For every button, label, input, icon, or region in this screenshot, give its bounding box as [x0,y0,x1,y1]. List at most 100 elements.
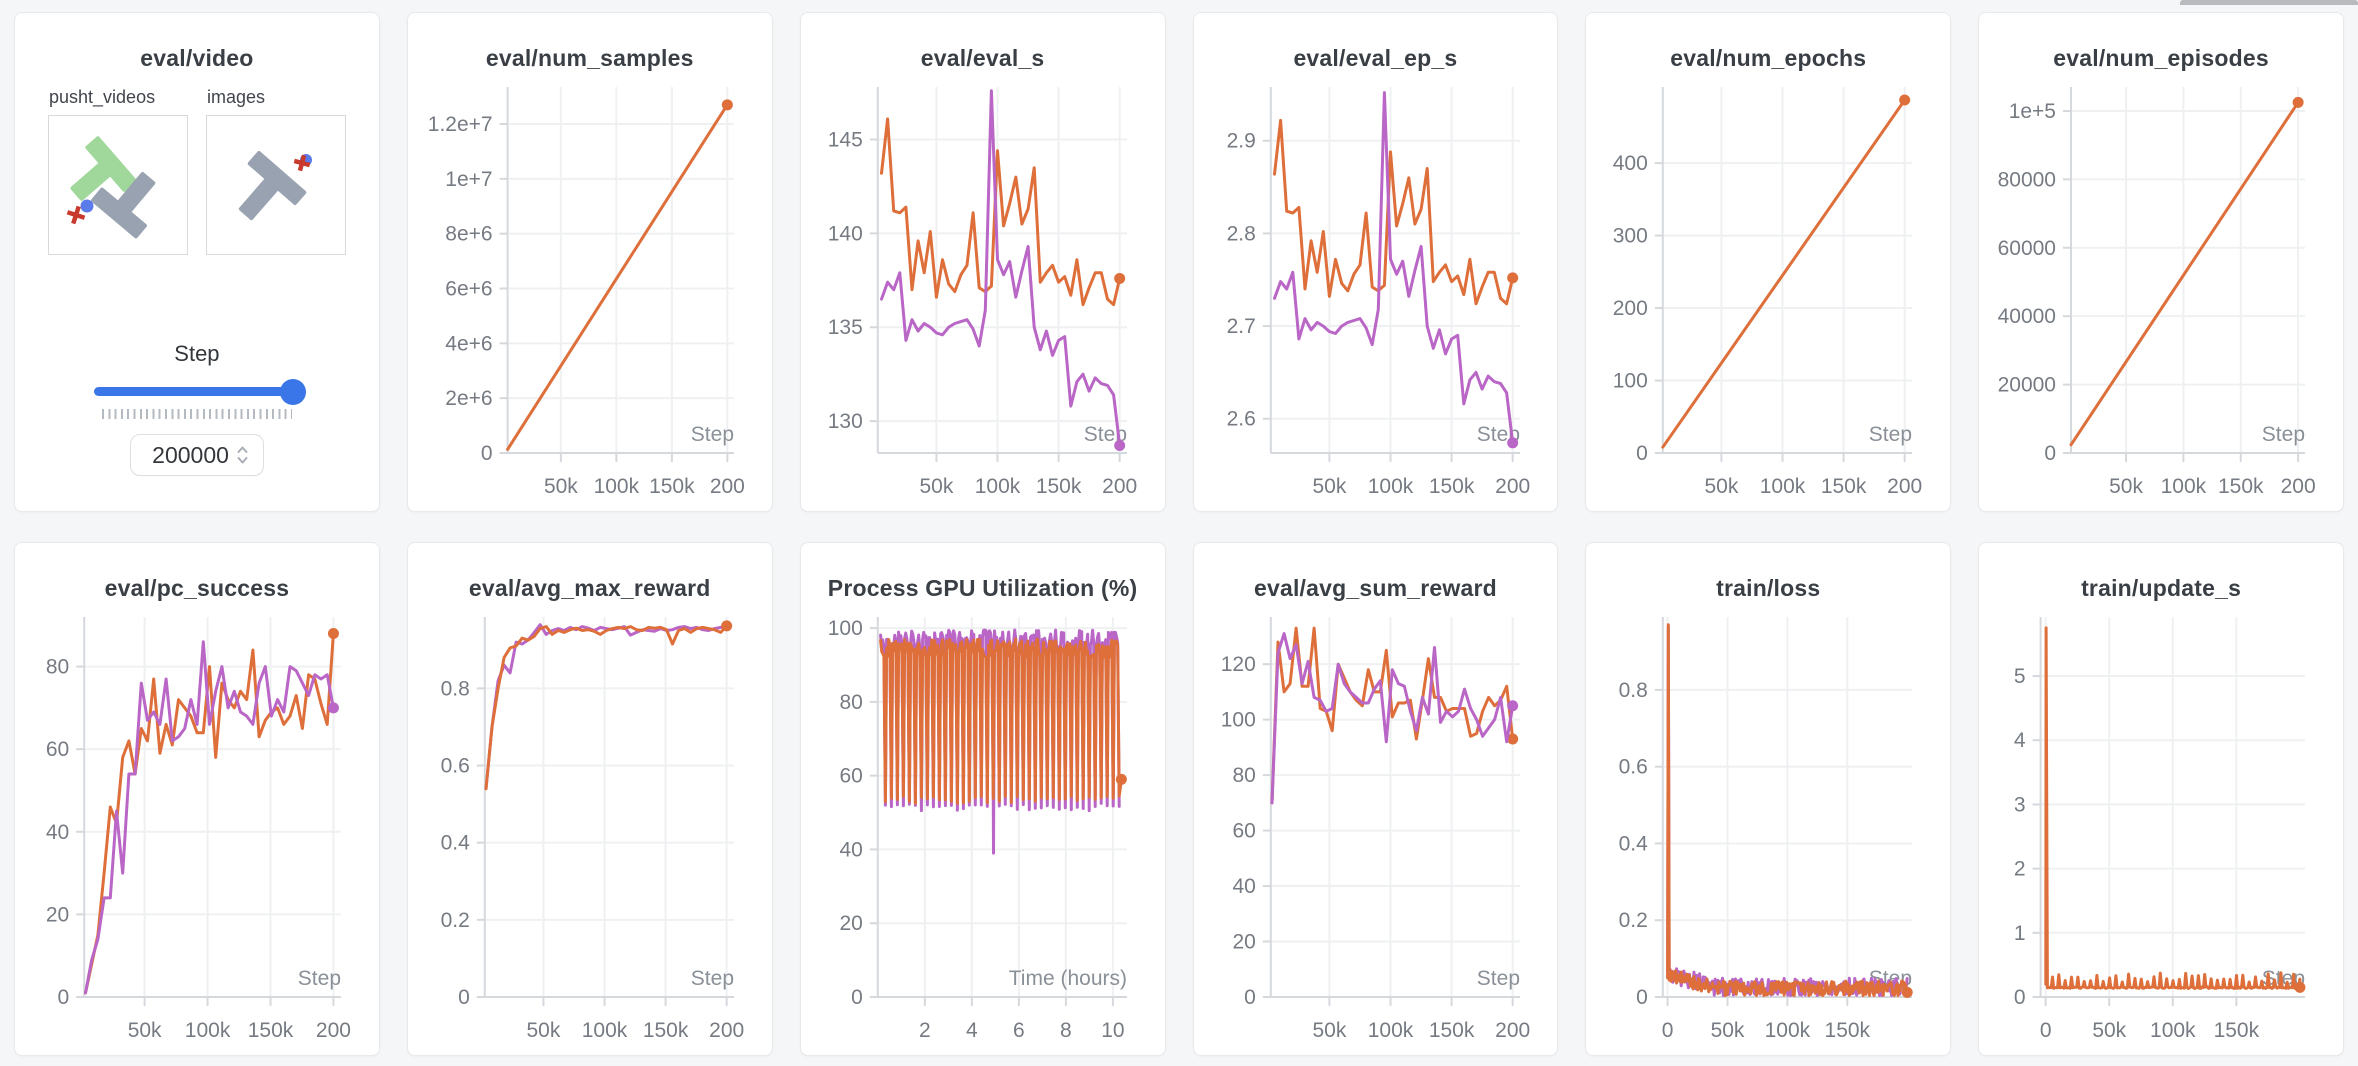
svg-text:1: 1 [2014,922,2026,945]
svg-text:100k: 100k [593,475,639,498]
svg-text:0: 0 [58,986,70,1009]
svg-text:10: 10 [1101,1019,1124,1042]
chart-eval-avg-sum-reward[interactable]: 50k 100k 150k 200 0 20 40 60 80 100 120 Step [1194,605,1558,1055]
panel-eval-eval-s: eval/eval_s 50k 100k 150k 200 130 135 140 145 St… [799,12,1166,512]
chart-title: eval/avg_sum_reward [1253,575,1497,601]
svg-text:60: 60 [839,765,862,788]
panel-gpu-utilization: Process GPU Utilization (%) 2 4 6 8 10 0 20 40 6… [799,542,1166,1056]
svg-text:Step: Step [298,967,341,990]
svg-text:1.2e+7: 1.2e+7 [428,113,493,136]
svg-text:8e+6: 8e+6 [445,223,492,246]
svg-text:20000: 20000 [1998,374,2056,397]
svg-text:50k: 50k [1312,1019,1346,1042]
panel-eval-num-episodes: eval/num_episodes 50k 100k 150k 200 0 20000 40… [1978,12,2344,512]
chart-train-update-s[interactable]: 0 50k 100k 150k 0 1 2 3 4 5 Step [1979,605,2343,1055]
svg-text:Step: Step [691,423,734,446]
svg-text:0: 0 [2014,986,2026,1009]
chart-gpu-utilization[interactable]: 2 4 6 8 10 0 20 40 60 80 100 Time (hours) [801,605,1165,1055]
panel-eval-video: eval/video pusht_videos [14,12,380,512]
svg-text:150k: 150k [643,1019,689,1042]
chart-eval-avg-max-reward[interactable]: 50k 100k 150k 200 0 0.2 0.4 0.6 0.8 Step [408,605,772,1055]
svg-text:80: 80 [46,656,69,679]
chart-eval-num-epochs[interactable]: 50k 100k 150k 200 0 100 200 300 400 Step [1586,75,1950,511]
svg-text:200: 200 [710,475,745,498]
svg-text:6: 6 [1013,1019,1025,1042]
slider-tick-ruler [101,409,292,419]
svg-text:40: 40 [839,838,862,861]
svg-text:1e+5: 1e+5 [2009,100,2056,123]
svg-text:100k: 100k [1760,475,1806,498]
svg-text:0: 0 [1636,442,1648,465]
stepper-arrows[interactable] [236,444,249,466]
svg-text:0.4: 0.4 [440,832,470,855]
slider-track[interactable] [93,387,300,396]
chart-eval-eval-s[interactable]: 50k 100k 150k 200 130 135 140 145 Step [801,75,1165,511]
svg-text:200: 200 [709,1019,744,1042]
chart-title: eval/eval_s [920,45,1045,71]
svg-text:60000: 60000 [1998,237,2056,260]
pusht-video-thumbnail[interactable] [48,115,188,255]
svg-text:0.4: 0.4 [1619,832,1649,855]
chart-title: train/update_s [2081,575,2242,601]
svg-text:120: 120 [1220,653,1255,676]
svg-text:150k: 150k [248,1019,294,1042]
svg-text:20: 20 [1232,931,1255,954]
chart-title: eval/eval_ep_s [1293,45,1458,71]
svg-text:100k: 100k [974,475,1020,498]
media-images: images [206,87,346,255]
media-row: pusht_videos [48,87,379,255]
svg-text:100k: 100k [1765,1019,1811,1042]
svg-text:100: 100 [827,617,862,640]
chart-eval-num-samples[interactable]: 50k 100k 150k 200 0 2e+6 4e+6 6e+6 8e+6 1e+7 1.2e+… [408,75,772,511]
svg-text:200: 200 [2281,475,2316,498]
chart-eval-eval-ep-s[interactable]: 50k 100k 150k 200 2.6 2.7 2.8 2.9 Step [1194,75,1558,511]
scrolled-panel-edge [2180,0,2358,5]
svg-text:40: 40 [1232,875,1255,898]
svg-text:140: 140 [827,222,862,245]
svg-text:0.8: 0.8 [1619,679,1648,702]
chart-title: Process GPU Utilization (%) [827,575,1138,601]
svg-text:0: 0 [851,986,863,1009]
svg-text:2: 2 [2014,858,2026,881]
svg-text:0: 0 [481,442,493,465]
svg-text:Step: Step [691,967,734,990]
slider-handle[interactable] [279,379,306,405]
svg-text:0: 0 [458,986,470,1009]
svg-text:Step: Step [2262,423,2305,446]
svg-text:150k: 150k [649,475,695,498]
step-slider[interactable] [93,379,306,405]
svg-text:150k: 150k [1428,475,1474,498]
svg-text:5: 5 [2014,665,2026,688]
chart-train-loss[interactable]: 0 50k 100k 150k 0 0.2 0.4 0.6 0.8 Step [1586,605,1950,1055]
svg-text:100k: 100k [582,1019,628,1042]
svg-text:100: 100 [1220,709,1255,732]
svg-text:0.8: 0.8 [440,677,469,700]
svg-text:100k: 100k [1367,1019,1413,1042]
svg-text:300: 300 [1613,225,1648,248]
chart-eval-pc-success[interactable]: 50k 100k 150k 200 0 20 40 60 80 Step [15,605,379,1055]
chart-title: eval/avg_max_reward [468,575,711,601]
svg-text:2.7: 2.7 [1226,315,1255,338]
svg-text:8: 8 [1060,1019,1072,1042]
svg-text:135: 135 [827,316,862,339]
svg-text:200: 200 [316,1019,351,1042]
step-control: Step [15,341,379,476]
chart-eval-num-episodes[interactable]: 50k 100k 150k 200 0 20000 40000 60000 80000 1e+5 S… [1979,75,2343,511]
svg-text:0: 0 [2040,1019,2052,1042]
svg-text:0: 0 [1662,1019,1674,1042]
images-thumbnail[interactable] [206,115,346,255]
svg-text:40000: 40000 [1998,305,2056,328]
svg-text:4: 4 [966,1019,978,1042]
chart-title: train/loss [1716,575,1821,601]
panel-train-update-s: train/update_s 0 50k 100k 150k 0 1 2 3 4 5 Step [1978,542,2344,1056]
svg-text:200: 200 [1887,475,1922,498]
svg-text:100: 100 [1613,370,1648,393]
svg-text:Step: Step [1869,423,1912,446]
goal-cross-icon [293,154,311,172]
svg-text:80: 80 [839,691,862,714]
svg-text:60: 60 [46,738,69,761]
step-slider-label: Step [174,341,220,366]
step-value-input[interactable] [144,441,229,469]
svg-text:2e+6: 2e+6 [445,387,492,410]
